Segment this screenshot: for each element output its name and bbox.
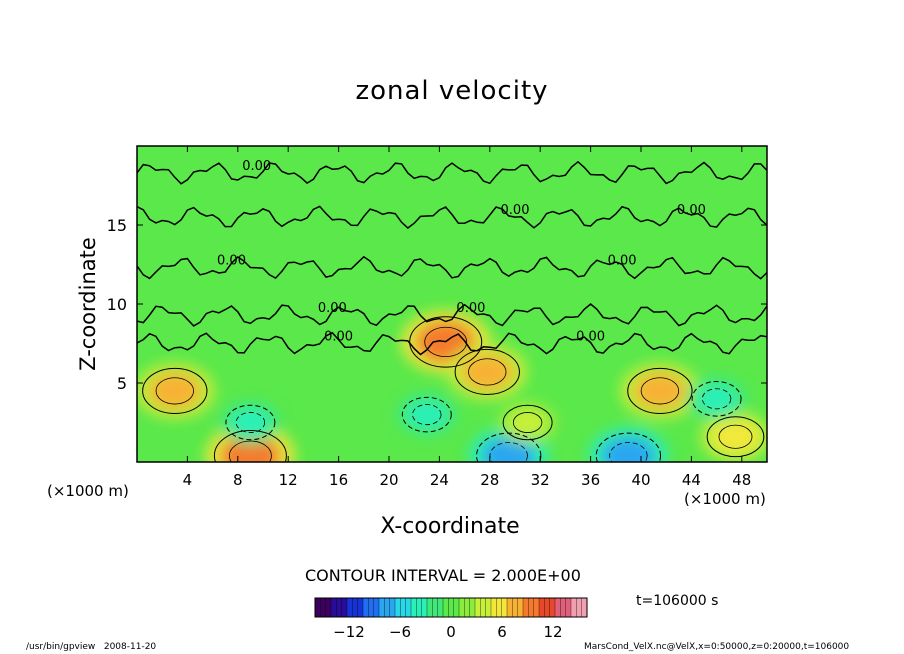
contour-label-1-0: 0.00 — [501, 203, 530, 218]
colorbar-swatch-9 — [459, 598, 476, 617]
y-tick-label-1: 10 — [107, 295, 127, 314]
footer-date: 2008-11-20 — [103, 642, 157, 652]
y-tick-label-2: 15 — [107, 216, 127, 235]
x-tick-label-6: 28 — [480, 471, 499, 489]
zero-contour-4 — [137, 331, 767, 356]
footer-program: /usr/bin/gpview 2008-11-20 — [26, 642, 156, 652]
x-tick-label-0: 4 — [183, 471, 193, 489]
x-axis-label: X-coordinate — [380, 514, 520, 539]
footer-source: MarsCond_VelX.nc@VelX,x=0:50000,z=0:2000… — [584, 642, 850, 652]
contour-ring-outer-7 — [595, 432, 662, 462]
x-tick-label-9: 40 — [631, 471, 650, 489]
x-tick-label-2: 12 — [279, 471, 298, 489]
x-tick-label-5: 24 — [430, 471, 449, 489]
zero-contour-2 — [137, 255, 767, 280]
colorbar-swatch-7 — [427, 598, 444, 617]
zero-contour-1 — [137, 205, 767, 229]
contour-label-3-1: 0.00 — [456, 301, 485, 316]
chart-title: zonal velocity — [355, 76, 549, 106]
contour-label-3-0: 0.00 — [318, 301, 347, 316]
feature-core-1 — [220, 434, 281, 462]
colorbar-tick-label-3: 6 — [497, 623, 507, 641]
contour-ring-inner-9 — [718, 424, 753, 449]
colorbar-swatch-13 — [523, 598, 540, 617]
zero-contour-0 — [137, 160, 767, 185]
contour-ring-inner-7 — [609, 442, 648, 462]
footer-program-path: /usr/bin/gpview — [26, 642, 96, 652]
colorbar-swatch-5 — [395, 598, 412, 617]
contour-ring-outer-4 — [627, 367, 693, 414]
colorbar-swatch-10 — [475, 598, 492, 617]
contour-label-4-1: 0.00 — [576, 330, 605, 345]
x-tick-label-11: 48 — [732, 471, 751, 489]
colorbar-swatch-2 — [347, 598, 364, 617]
contour-ring-inner-5 — [412, 404, 442, 426]
contour-ring-outer-10 — [691, 381, 742, 417]
colorbar-tick-label-2: 0 — [446, 623, 456, 641]
contour-ring-inner-1 — [229, 440, 272, 462]
contour-label-1-1: 0.00 — [677, 203, 706, 218]
contour-ring-outer-11 — [225, 404, 276, 441]
contour-ring-inner-0 — [155, 377, 194, 405]
colorbar-frame — [314, 597, 588, 618]
y-tick-label-0: 5 — [117, 374, 127, 393]
contour-ring-inner-4 — [640, 377, 680, 405]
x-tick-label-7: 32 — [531, 471, 550, 489]
colorbar-swatch-16 — [571, 598, 588, 617]
contour-label-4-0: 0.00 — [324, 330, 353, 345]
zero-contour-3 — [137, 303, 767, 327]
contour-ring-outer-9 — [706, 416, 765, 458]
contour-ring-outer-3 — [454, 348, 520, 396]
colorbar-swatch-6 — [411, 598, 428, 617]
contour-label-2-0: 0.00 — [217, 254, 246, 269]
colorbar-swatch-4 — [379, 598, 396, 617]
time-label: t=106000 s — [636, 593, 719, 609]
x-tick-label-4: 20 — [379, 471, 398, 489]
contour-ring-inner-3 — [468, 358, 507, 386]
x-unit-right: (×1000 m) — [684, 490, 766, 508]
x-unit-left: (×1000 m) — [47, 482, 129, 500]
colorbar-swatch-1 — [331, 598, 348, 617]
contour-label-0-0: 0.00 — [242, 159, 271, 174]
contour-ring-inner-2 — [424, 326, 468, 358]
contour-label-2-1: 0.00 — [608, 254, 637, 269]
contour-ring-inner-6 — [489, 442, 528, 462]
colorbar-swatch-11 — [491, 598, 508, 617]
x-tick-label-8: 36 — [581, 471, 600, 489]
colorbar-tick-label-1: −6 — [389, 623, 411, 641]
contour-ring-inner-8 — [512, 412, 543, 433]
colorbar-swatch-8 — [443, 598, 460, 617]
x-tick-label-10: 44 — [682, 471, 701, 489]
feature-core-7 — [601, 436, 656, 462]
colorbar-swatch-14 — [539, 598, 556, 617]
x-tick-label-3: 16 — [329, 471, 348, 489]
colorbar-tick-label-0: −12 — [333, 623, 365, 641]
contour-ring-inner-11 — [235, 412, 266, 433]
contour-ring-inner-10 — [701, 388, 732, 410]
colorbar-swatch-0 — [315, 598, 332, 617]
colorbar-swatch-15 — [555, 598, 572, 617]
colorbar-swatch-3 — [363, 598, 380, 617]
contour-ring-outer-0 — [142, 367, 208, 414]
y-axis-label: Z-coordinate — [76, 237, 100, 371]
x-tick-label-1: 8 — [233, 471, 243, 489]
colorbar-swatch-12 — [507, 598, 524, 617]
contour-ring-outer-8 — [502, 404, 553, 441]
contour-interval-label: CONTOUR INTERVAL = 2.000E+00 — [305, 566, 581, 585]
contour-ring-outer-5 — [401, 396, 452, 433]
contour-ring-outer-1 — [213, 429, 287, 462]
colorbar-tick-label-4: 12 — [543, 623, 562, 641]
